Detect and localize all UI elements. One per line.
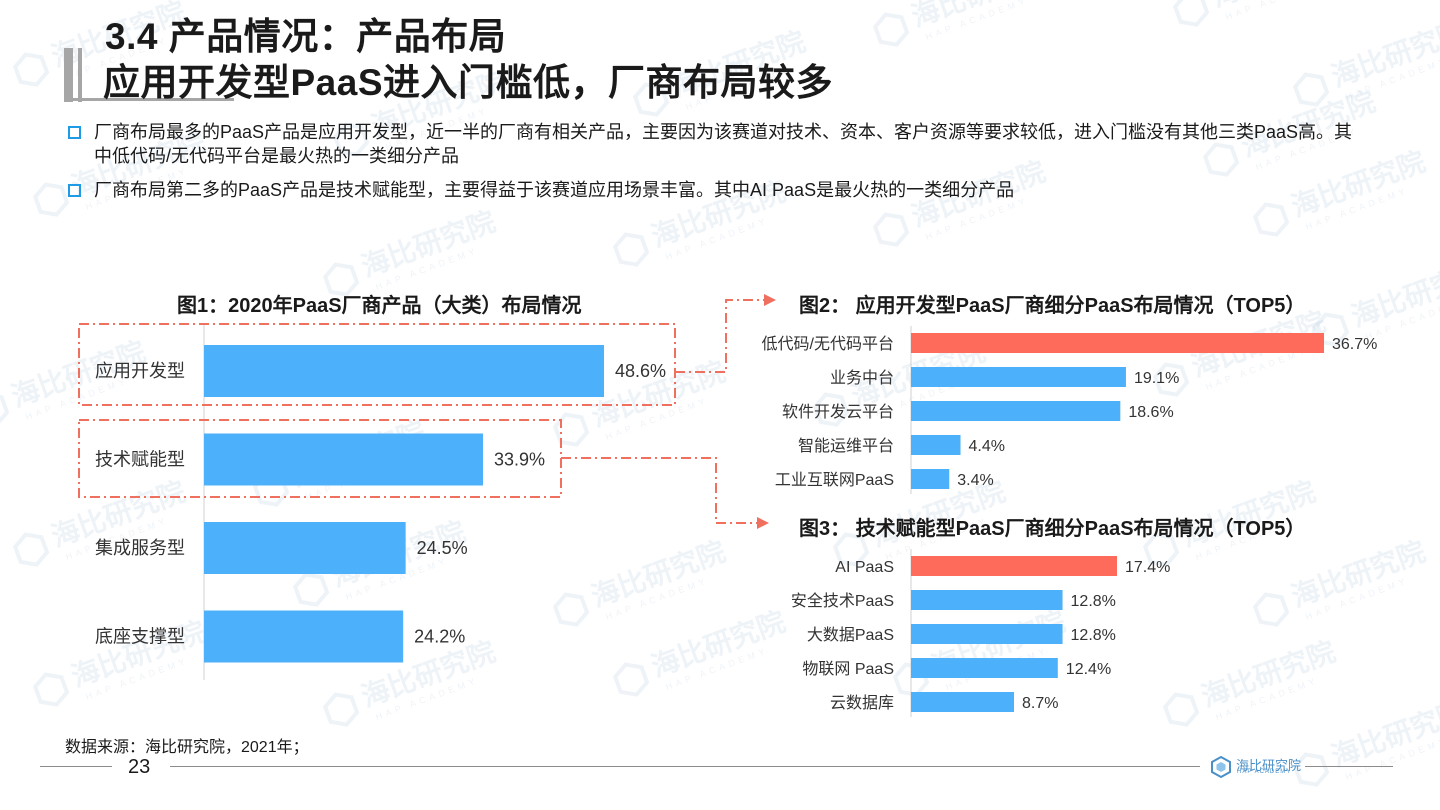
chart2-category-label: 工业互联网PaaS [775, 471, 894, 489]
chart1-bar [204, 522, 406, 574]
page-title: 应用开发型PaaS进入门槛低，厂商布局较多 [103, 62, 834, 103]
chart2-value-label: 4.4% [969, 438, 1005, 455]
chart2-category-label: 软件开发云平台 [782, 403, 894, 421]
chart1-value-label: 24.5% [417, 538, 468, 558]
chart3-bar [911, 590, 1063, 610]
chart1-category-label: 底座支撑型 [95, 627, 185, 647]
chart3-bar [911, 692, 1014, 712]
title-accent-bar-thin [78, 48, 82, 102]
chart3-category-label: 大数据PaaS [807, 626, 894, 644]
chart2-value-label: 36.7% [1332, 336, 1377, 353]
chart3-category-label: AI PaaS [835, 559, 894, 576]
chart3-value-label: 8.7% [1022, 695, 1058, 712]
chart3-value-label: 12.8% [1071, 627, 1116, 644]
chart2-bar [911, 435, 961, 455]
title-accent-bar [64, 48, 73, 102]
logo-text: 海比研究院 [1236, 758, 1302, 773]
section-title: 3.4 产品情况：产品布局 [105, 16, 507, 57]
chart3-value-label: 17.4% [1125, 559, 1170, 576]
chart2-value-label: 18.6% [1128, 404, 1173, 421]
chart3-category-label: 物联网 PaaS [802, 660, 894, 678]
hexagon-logo-icon [1211, 756, 1231, 778]
chart2-category-label: 低代码/无代码平台 [762, 335, 894, 353]
bullet-point: 厂商布局最多的PaaS产品是应用开发型，近一半的厂商有相关产品，主要因为该赛道对… [68, 120, 1368, 168]
chart1-bar [204, 345, 604, 397]
chart2-bar [911, 401, 1121, 421]
chart1-value-label: 48.6% [615, 361, 666, 381]
logo-subtext: HAP ACADEMY [1237, 769, 1292, 775]
highlight-box-app-dev [78, 323, 676, 406]
page-number: 23 [128, 756, 151, 778]
chart2-value-label: 3.4% [957, 472, 993, 489]
chart1-value-label: 24.2% [414, 627, 465, 647]
chart3-bar [911, 556, 1117, 576]
chart3-title: 图3： 技术赋能型PaaS厂商细分PaaS布局情况（TOP5） [799, 518, 1306, 540]
chart3-category-label: 安全技术PaaS [791, 592, 894, 610]
square-bullet-icon [68, 184, 81, 197]
chart3-value-label: 12.4% [1066, 661, 1111, 678]
arrow-right-icon [764, 294, 776, 306]
chart1-category-label: 应用开发型 [95, 361, 185, 381]
footer-line-left [40, 766, 112, 767]
chart1-bar [204, 610, 404, 663]
bullet-point: 厂商布局第二多的PaaS产品是技术赋能型，主要得益于该赛道应用场景丰富。其中AI… [68, 178, 1368, 202]
footer-line [170, 766, 1200, 767]
chart2-category-label: 智能运维平台 [798, 437, 894, 455]
chart2-bar [911, 367, 1126, 387]
connector-to-chart3 [561, 457, 757, 524]
title-underline [64, 98, 234, 101]
chart1-value-label: 33.9% [494, 450, 545, 470]
hap-logo: 海比研究院 HAP ACADEMY [1210, 755, 1310, 779]
chart1-title: 图1：2020年PaaS厂商产品（大类）布局情况 [177, 295, 582, 317]
chart2-title: 图2： 应用开发型PaaS厂商细分PaaS布局情况（TOP5） [799, 295, 1306, 317]
chart2-value-label: 19.1% [1134, 370, 1179, 387]
chart3-category-label: 云数据库 [830, 694, 894, 712]
chart1-bar [204, 433, 484, 486]
footer-line-right [1305, 766, 1393, 767]
chart2-bar [911, 333, 1324, 353]
bullet-text: 厂商布局最多的PaaS产品是应用开发型，近一半的厂商有相关产品，主要因为该赛道对… [94, 122, 1353, 166]
chart3-value-label: 12.8% [1071, 593, 1116, 610]
chart3-bar [911, 624, 1063, 644]
connector-to-chart2 [675, 299, 764, 373]
bullet-text: 厂商布局第二多的PaaS产品是技术赋能型，主要得益于该赛道应用场景丰富。其中AI… [94, 180, 1015, 200]
chart3-bar [911, 658, 1058, 678]
data-source: 数据来源：海比研究院，2021年； [65, 739, 309, 756]
chart2-category-label: 业务中台 [830, 369, 894, 387]
chart1-category-label: 技术赋能型 [95, 450, 185, 470]
square-bullet-icon [68, 126, 81, 139]
chart2-bar [911, 469, 950, 489]
arrow-right-icon [757, 517, 769, 529]
chart1-category-label: 集成服务型 [95, 538, 185, 558]
